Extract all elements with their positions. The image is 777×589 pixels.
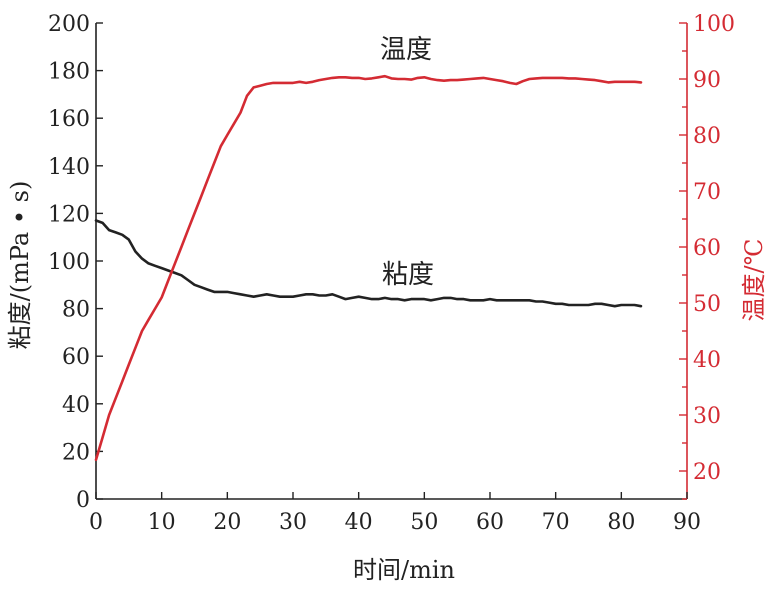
x-axis-title: 时间/min (353, 556, 455, 584)
series-lines (94, 74, 643, 462)
x-tick-label: 20 (213, 510, 241, 535)
series-label-temperature: 温度 (380, 35, 432, 65)
axes: 0 10 20 30 40 50 60 70 80 90 0 20 40 60 80 100 120 140 160… (48, 12, 735, 535)
y-tick-label-right: 80 (693, 124, 721, 149)
y-tick-label-right: 40 (693, 348, 721, 373)
x-tick-label: 30 (279, 510, 307, 535)
x-tick-label: 50 (410, 510, 438, 535)
y-tick-label-left: 100 (48, 250, 90, 275)
y-tick-label-left: 0 (76, 488, 90, 513)
y-tick-label-right: 30 (693, 404, 721, 429)
x-tick-label: 10 (148, 510, 176, 535)
y-tick-label-left: 160 (48, 107, 90, 132)
y-tick-label-right: 50 (693, 292, 721, 317)
series-label-viscosity: 粘度 (382, 260, 434, 290)
y-tick-label-left: 60 (62, 345, 90, 370)
y-tick-label-right: 90 (693, 68, 721, 93)
y-tick-label-right: 70 (693, 180, 721, 205)
y-tick-label-right: 20 (693, 460, 721, 485)
chart-labels: 时间/min 粘度/(mPa • s) 温度/℃ 温度 粘度 (6, 35, 768, 584)
x-tick-label: 70 (542, 510, 570, 535)
x-tick-label: 40 (345, 510, 373, 535)
y-axis-title-right: 温度/℃ (740, 239, 768, 322)
x-tick-label: 80 (607, 510, 635, 535)
y-tick-label-left: 40 (62, 393, 90, 418)
y-tick-label-left: 20 (62, 440, 90, 465)
viscosity-series-line (94, 219, 643, 308)
temperature-series-line (94, 74, 643, 462)
y-tick-label-right: 60 (693, 236, 721, 261)
y-tick-label-left: 200 (48, 12, 90, 37)
y-tick-label-left: 180 (48, 60, 90, 85)
x-tick-label: 0 (89, 510, 103, 535)
y-tick-label-left: 120 (48, 202, 90, 227)
y-tick-label-left: 140 (48, 155, 90, 180)
x-tick-label: 60 (476, 510, 504, 535)
y-tick-label-left: 80 (62, 298, 90, 323)
x-tick-label: 90 (673, 510, 701, 535)
y-tick-label-right: 100 (693, 12, 735, 37)
y-axis-title-left: 粘度/(mPa • s) (6, 181, 34, 350)
